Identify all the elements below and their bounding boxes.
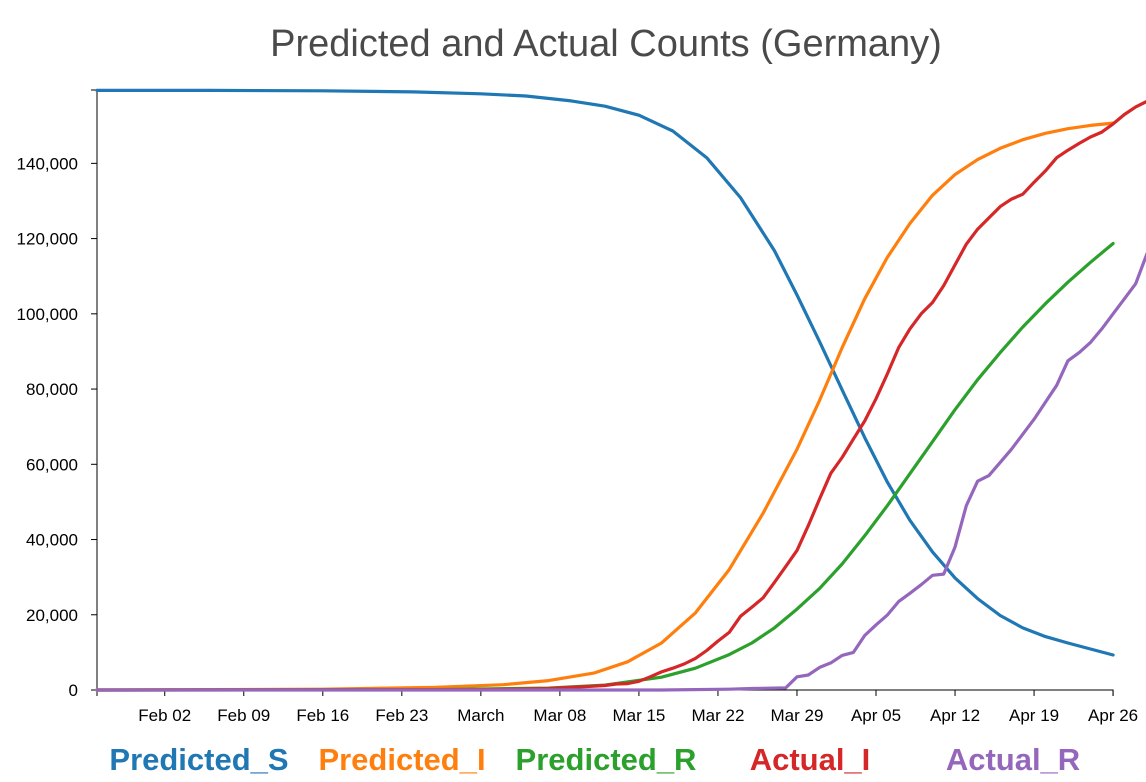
x-tick-label: Apr 26 <box>1088 706 1138 725</box>
y-tick-label: 80,000 <box>26 380 78 399</box>
y-axis-line <box>91 89 98 691</box>
chart-title: Predicted and Actual Counts (Germany) <box>270 23 942 65</box>
y-tick-label: 20,000 <box>26 606 78 625</box>
series-line-predicted-s <box>95 88 1115 657</box>
series-line-actual-i <box>95 100 1146 692</box>
x-tick-label: Mar 29 <box>771 706 824 725</box>
legend-item-predicted-i: Predicted_I <box>318 742 485 777</box>
x-tick-label: Feb 23 <box>375 706 428 725</box>
x-tick-label: Mar 15 <box>612 706 665 725</box>
y-axis: 0 20,000 40,000 60,000 80,000 100,000 120,000 1… <box>17 89 98 700</box>
legend-item-actual-i: Actual_I <box>750 742 871 777</box>
y-tick-label: 120,000 <box>17 230 78 249</box>
y-tick-label: 0 <box>69 681 78 700</box>
x-tick-label: Apr 12 <box>930 706 980 725</box>
x-tick-label: Mar 08 <box>533 706 586 725</box>
y-tick-label: 100,000 <box>17 305 78 324</box>
series-line-predicted-i <box>95 121 1115 692</box>
x-tick-label: Apr 05 <box>851 706 901 725</box>
x-tick-label: March <box>457 706 504 725</box>
x-tick-label: Mar 22 <box>691 706 744 725</box>
y-tick-label: 140,000 <box>17 154 78 173</box>
legend-item-predicted-s: Predicted_S <box>109 742 288 777</box>
series-lines <box>95 88 1146 692</box>
series-line-actual-r <box>95 252 1146 692</box>
legend-item-actual-r: Actual_R <box>946 742 1080 777</box>
x-tick-label: Feb 09 <box>217 706 270 725</box>
series-line-predicted-r <box>95 241 1115 692</box>
x-axis: Feb 02 Feb 09 Feb 16 Feb 23 March Mar 08 Mar 1… <box>96 689 1138 725</box>
x-tick-label: Feb 16 <box>296 706 349 725</box>
y-tick-label: 40,000 <box>26 531 78 550</box>
y-tick-label: 60,000 <box>26 455 78 474</box>
x-tick-label: Feb 02 <box>138 706 191 725</box>
x-tick-label: Apr 19 <box>1009 706 1059 725</box>
legend: Predicted_S Predicted_I Predicted_R Actual_… <box>109 742 1080 777</box>
legend-item-predicted-r: Predicted_R <box>516 742 697 777</box>
